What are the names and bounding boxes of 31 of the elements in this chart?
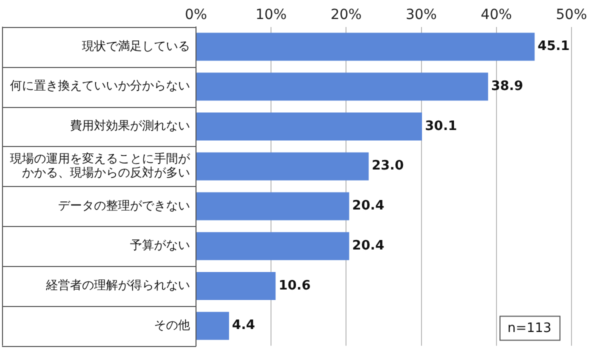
- bar: [196, 232, 350, 260]
- y-tick-label: データの整理ができない: [58, 198, 190, 212]
- bar: [196, 312, 230, 340]
- x-tick-label: 20%: [330, 7, 362, 24]
- data-label: 20.4: [352, 238, 384, 254]
- bar: [196, 112, 422, 140]
- bar: [196, 152, 369, 180]
- x-tick-label: 50%: [556, 7, 588, 24]
- y-tick-label: 費用対効果が測れない: [70, 118, 190, 133]
- y-tick-label: 経営者の理解が得られない: [45, 278, 190, 292]
- bar: [196, 32, 535, 61]
- data-label: 38.9: [491, 78, 524, 94]
- y-tick-label: 現状で満足している: [82, 38, 190, 53]
- data-label: 20.4: [352, 198, 384, 214]
- y-tick-label: 現場の運用を変えることに手間がかかる、現場からの反対が多い: [10, 151, 191, 180]
- data-label: 4.4: [232, 318, 256, 334]
- x-tick-label: 10%: [256, 7, 287, 24]
- x-tick-label: 30%: [406, 7, 437, 24]
- bar: [196, 272, 276, 300]
- data-label: 10.6: [278, 278, 311, 294]
- x-tick-label: 40%: [480, 7, 512, 24]
- bar: [196, 192, 350, 220]
- y-tick-label: 予算がない: [130, 238, 190, 252]
- x-tick-label: 0%: [184, 7, 208, 24]
- data-label: 23.0: [372, 158, 404, 174]
- data-label: 45.1: [538, 39, 570, 54]
- annotation: n=113: [507, 321, 552, 336]
- y-tick-label: 何に置き換えていいか分からない: [10, 78, 190, 93]
- bar: [196, 72, 488, 101]
- y-tick-label: その他: [154, 318, 190, 332]
- data-label: 30.1: [425, 118, 458, 134]
